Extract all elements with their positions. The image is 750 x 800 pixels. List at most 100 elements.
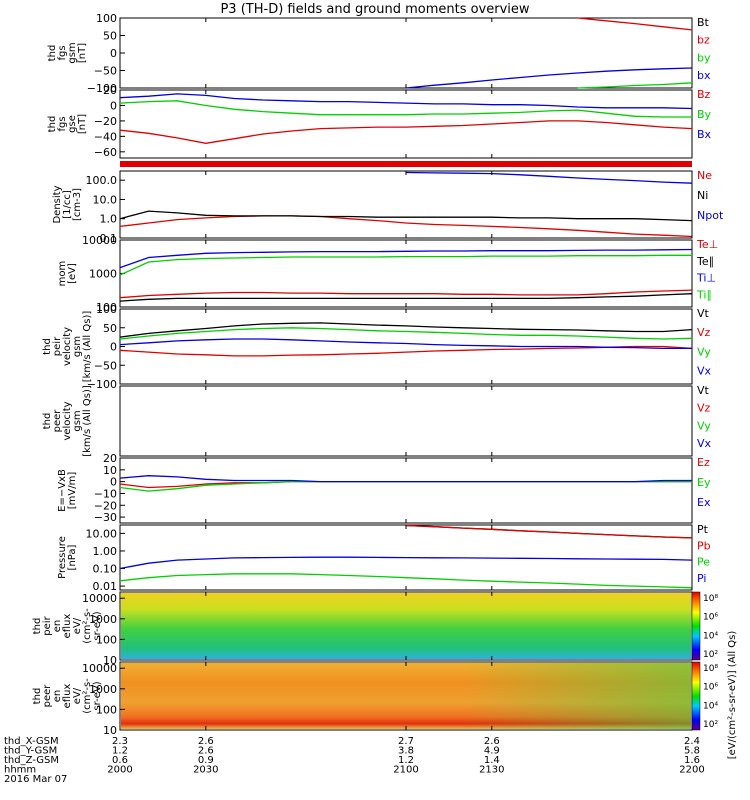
bottom-axis-value: 2.6	[198, 736, 214, 747]
y-tick-label: −10	[94, 487, 117, 500]
legend-entry: Vt	[697, 307, 710, 320]
y-axis-label-line: peer	[42, 684, 53, 708]
y-axis-label: thd fgs gsm [nT]	[47, 42, 88, 63]
series-line	[119, 475, 692, 483]
y-axis-label-line: velocity	[62, 327, 73, 366]
status-bar	[120, 161, 692, 167]
bottom-axis-value: 3.8	[398, 746, 414, 757]
bottom-row-label: thd_Y-GSM	[4, 746, 57, 757]
panel-frame	[119, 308, 693, 385]
spectrogram	[121, 593, 691, 659]
bottom-axis-value: 2.7	[398, 736, 414, 747]
series-line	[119, 573, 693, 589]
legend-entry: Vy	[697, 345, 711, 358]
series-line	[119, 289, 693, 299]
series-line	[119, 338, 692, 350]
y-tick-label: 20	[103, 84, 117, 97]
y-axis-label: thd peir velocity gsm [km/s (All Qs)]	[42, 311, 93, 383]
y-tick-label: 100	[96, 303, 117, 316]
colorbar-tick-label: 10²	[703, 650, 718, 660]
y-axis-label-line: eflux	[62, 614, 73, 639]
colorbar-tick-label: 10⁶	[703, 613, 718, 623]
bottom-row-label: 2016 Mar 07	[4, 774, 67, 785]
y-axis-label: thd peer velocity gsm [km/s (All Qs)]	[42, 385, 93, 457]
y-tick-label: 0.10	[93, 563, 118, 576]
y-tick-label: 10	[103, 654, 117, 667]
legend-entry: bx	[697, 69, 711, 82]
y-axis-label-line: [mV/m]	[67, 472, 78, 510]
y-tick-label: 10000	[82, 662, 117, 675]
legend-entry: Bx	[697, 128, 712, 141]
legend-entry: bz	[697, 34, 710, 47]
colorbar-tick-label: 10⁴	[703, 631, 718, 641]
y-tick-label: −20	[94, 499, 117, 512]
bottom-axis-value: 2.3	[112, 736, 128, 747]
bottom-row-label: thd_Z-GSM	[4, 755, 59, 766]
bottom-axis-value: 2030	[193, 765, 218, 776]
y-axis-label-line: thd	[32, 618, 43, 635]
panel-3: 100.0 10.0 1.0 0.1 Density [1/cc] [cm-3] Ne Ni Np…	[52, 169, 724, 245]
series-line	[405, 67, 693, 89]
legend-entry: by	[697, 51, 711, 64]
y-axis-label-line: (cm²-s-	[82, 678, 93, 714]
y-tick-label: 100	[96, 301, 117, 314]
legend-entry: Ez	[697, 456, 710, 469]
bottom-axis-value: 2200	[679, 765, 704, 776]
y-axis-label-line: thd	[42, 413, 53, 430]
series-line	[577, 82, 693, 89]
legend-entry: Te∥	[696, 255, 714, 268]
bottom-axis-value: 2000	[107, 765, 132, 776]
y-tick-label: 20	[103, 452, 117, 465]
y-axis-label-line: en	[52, 690, 63, 703]
y-axis-label-line: sr-eV)	[92, 681, 103, 710]
panel-frame	[119, 17, 693, 89]
y-tick-label: 10000	[82, 592, 117, 605]
legend-entry: Ey	[697, 476, 711, 489]
colorbar-label: [eV/(cm²-s-sr-eV)] (All Qs)	[727, 631, 738, 760]
panel-2: 20 0 −20 −40 −60 thd fgs gse [nT] Bz By Bx	[47, 84, 712, 159]
panel-4: 10000 1000 100 mom [eV] Te⊥ Te∥ Ti⊥ Ti∥	[57, 234, 718, 314]
y-tick-label: 0	[110, 476, 117, 489]
panel-6: thd peer velocity gsm [km/s (All Qs)] Vt Vz Vy V…	[42, 384, 712, 457]
y-tick-label: −100	[87, 82, 117, 95]
y-tick-label: 1000	[89, 613, 117, 626]
y-axis-label-line: mom	[57, 261, 68, 287]
y-tick-label: 1.0	[100, 213, 118, 226]
y-axis-label-line: peir	[42, 615, 53, 635]
series-line	[119, 556, 693, 570]
legend-entry: Pt	[697, 523, 709, 536]
y-axis-label-line: [km/s (All Qs)]	[82, 311, 93, 383]
bottom-axis-value: 1.2	[112, 746, 128, 757]
y-tick-label: 100	[96, 703, 117, 716]
colorbar	[691, 591, 701, 661]
y-tick-label: 0	[110, 341, 117, 354]
y-tick-label: 0	[110, 99, 117, 112]
series-line	[119, 248, 693, 269]
panel-frame	[119, 385, 693, 457]
legend-entry: Pb	[697, 539, 711, 552]
series-line	[119, 93, 693, 110]
y-axis-label-line: [nT]	[77, 114, 88, 134]
series-line	[119, 215, 693, 238]
colorbar-tick-label: 10⁸	[703, 594, 718, 604]
legend-entry: By	[697, 108, 712, 121]
legend-entry: Bt	[697, 16, 710, 29]
series-line	[405, 171, 693, 184]
y-axis-label-line: thd	[47, 116, 58, 133]
bottom-axis-value: 1.2	[398, 755, 414, 766]
series-line	[119, 100, 692, 118]
chart-title: P3 (TH-D) fields and ground moments over…	[220, 2, 530, 17]
y-tick-label: 10	[103, 724, 117, 737]
spectrogram-overlay	[121, 663, 691, 729]
y-tick-label: 10.00	[86, 527, 118, 540]
y-axis-label-line: sr-eV)	[92, 611, 103, 640]
y-axis-label-line: gsm	[72, 336, 83, 357]
bottom-axis-value: 2.6	[198, 746, 214, 757]
bottom-axis-value: 0.9	[198, 755, 214, 766]
bottom-row-label: hhmm	[4, 765, 36, 776]
series-line	[119, 480, 692, 492]
y-tick-label: −50	[94, 65, 117, 78]
y-axis-label-line: Density	[52, 185, 63, 223]
